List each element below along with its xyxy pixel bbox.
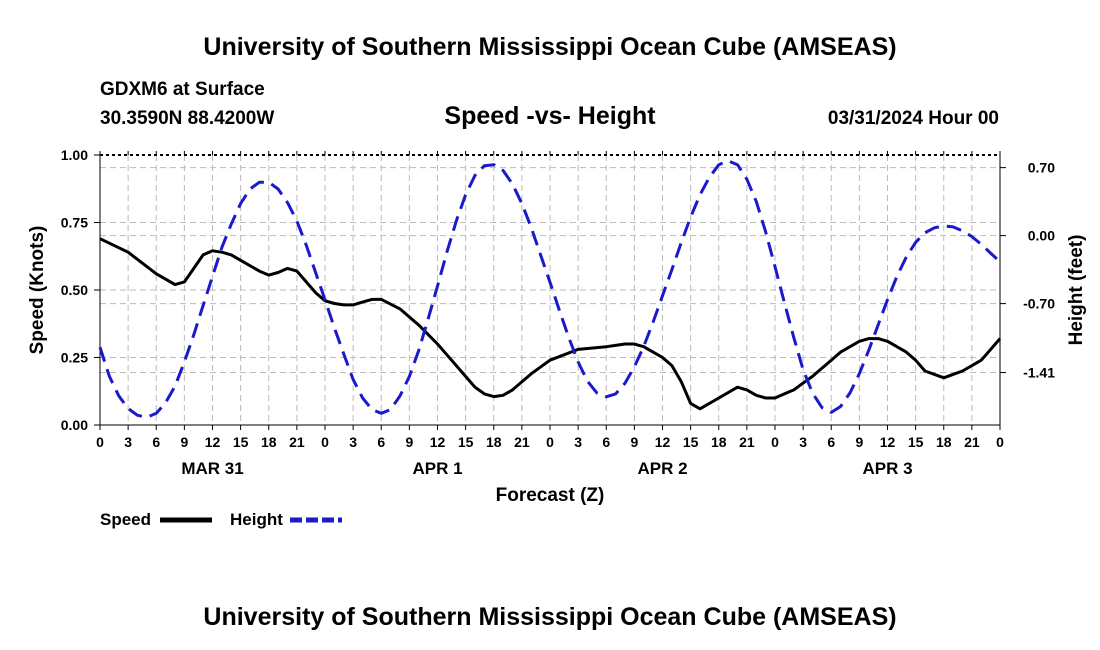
- x-tick-label: 9: [855, 434, 863, 450]
- x-tick-label: 18: [936, 434, 952, 450]
- x-tick-label: 15: [683, 434, 699, 450]
- y2-axis-label: Height (feet): [1066, 235, 1087, 346]
- x-tick-label: 3: [349, 434, 357, 450]
- y-tick-label: 0.50: [61, 282, 88, 298]
- day-label: MAR 31: [181, 459, 243, 478]
- x-tick-label: 0: [321, 434, 329, 450]
- x-tick-label: 15: [458, 434, 474, 450]
- x-tick-label: 0: [546, 434, 554, 450]
- x-tick-label: 18: [711, 434, 727, 450]
- day-label: APR 3: [862, 459, 912, 478]
- y2-tick-label: 0.00: [1028, 228, 1055, 244]
- x-tick-label: 9: [180, 434, 188, 450]
- bottom-title: University of Southern Mississippi Ocean…: [203, 603, 896, 631]
- y-tick-label: 0.00: [61, 417, 88, 433]
- x-tick-label: 15: [233, 434, 249, 450]
- x-tick-label: 12: [880, 434, 896, 450]
- y-axis-label: Speed (Knots): [27, 226, 48, 355]
- x-tick-label: 15: [908, 434, 924, 450]
- x-tick-label: 0: [771, 434, 779, 450]
- day-label: APR 2: [637, 459, 687, 478]
- day-label: APR 1: [412, 459, 462, 478]
- x-tick-label: 12: [430, 434, 446, 450]
- x-tick-label: 21: [739, 434, 755, 450]
- series-lines: [98, 159, 1002, 419]
- legend-speed-label: Speed: [100, 510, 151, 529]
- axes: 0 3 6 9 12 15 18 21 0 3 6 9 12 15 18 21 0 3 6 9 12 15 18 21 0 3 6 9…: [61, 147, 1055, 478]
- top-title: University of Southern Mississippi Ocean…: [203, 33, 896, 61]
- x-tick-label: 21: [964, 434, 980, 450]
- series-line-speed: [99, 237, 1002, 411]
- x-tick-label: 6: [827, 434, 835, 450]
- x-tick-label: 0: [996, 434, 1004, 450]
- x-tick-label: 9: [630, 434, 638, 450]
- x-tick-label: 9: [405, 434, 413, 450]
- y2-tick-label: -0.70: [1023, 296, 1055, 312]
- chart-title: Speed -vs- Height: [444, 102, 656, 130]
- x-tick-label: 21: [514, 434, 530, 450]
- x-tick-label: 0: [96, 434, 104, 450]
- y-tick-label: 0.25: [61, 350, 88, 366]
- x-tick-label: 3: [799, 434, 807, 450]
- y2-tick-label: -1.41: [1023, 365, 1055, 381]
- x-tick-label: 6: [602, 434, 610, 450]
- grid: [100, 155, 1000, 425]
- y-tick-label: 0.75: [61, 215, 88, 231]
- x-tick-label: 12: [205, 434, 221, 450]
- x-tick-label: 3: [574, 434, 582, 450]
- series-line-height: [98, 159, 1002, 419]
- legend-height-label: Height: [230, 510, 283, 529]
- station-label: GDXM6 at Surface: [100, 79, 265, 100]
- date-label: 03/31/2024 Hour 00: [828, 108, 999, 129]
- coords-label: 30.3590N 88.4200W: [100, 108, 274, 129]
- x-tick-label: 6: [152, 434, 160, 450]
- x-tick-label: 18: [486, 434, 502, 450]
- x-axis-label: Forecast (Z): [496, 485, 605, 506]
- legend: Speed Height: [100, 510, 342, 529]
- x-tick-label: 21: [289, 434, 305, 450]
- x-tick-label: 3: [124, 434, 132, 450]
- y-tick-label: 1.00: [61, 147, 88, 163]
- x-tick-label: 6: [377, 434, 385, 450]
- x-tick-label: 18: [261, 434, 277, 450]
- x-tick-label: 12: [655, 434, 671, 450]
- y2-tick-label: 0.70: [1028, 160, 1055, 176]
